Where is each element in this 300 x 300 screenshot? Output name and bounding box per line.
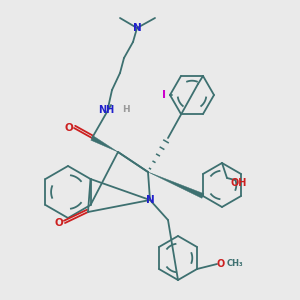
Polygon shape	[91, 136, 118, 152]
Text: O: O	[64, 123, 74, 133]
Text: I: I	[162, 90, 166, 100]
Text: NH: NH	[98, 105, 114, 115]
Text: CH₃: CH₃	[227, 260, 243, 268]
Text: O: O	[55, 218, 63, 228]
Text: N: N	[146, 195, 154, 205]
Polygon shape	[148, 172, 204, 198]
Text: N: N	[133, 23, 141, 33]
Text: O: O	[217, 259, 225, 269]
Text: H: H	[122, 106, 130, 115]
Text: OH: OH	[231, 178, 247, 188]
